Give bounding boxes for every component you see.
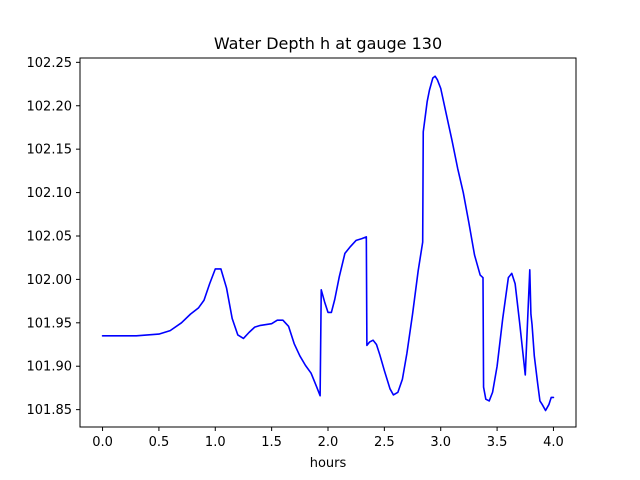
y-tick-label: 102.05 — [27, 229, 73, 244]
y-tick-label: 102.10 — [27, 186, 73, 201]
x-tick-label: 1.5 — [261, 435, 282, 450]
x-tick-label: 3.5 — [487, 435, 508, 450]
x-tick-label: 2.5 — [374, 435, 395, 450]
y-tick-label: 101.90 — [27, 360, 73, 375]
y-tick-label: 101.85 — [27, 403, 73, 418]
x-tick-label: 2.0 — [318, 435, 339, 450]
axes-frame — [79, 57, 577, 428]
x-tick-label: 0.5 — [149, 435, 170, 450]
x-tick-label: 0.0 — [92, 435, 113, 450]
y-tick-label: 101.95 — [27, 316, 73, 331]
x-axis-label: hours — [310, 456, 347, 471]
x-tick-label: 1.0 — [205, 435, 226, 450]
x-tick-label: 3.0 — [430, 435, 451, 450]
y-tick-label: 102.25 — [27, 56, 73, 71]
y-tick-label: 102.15 — [27, 143, 73, 158]
y-tick-label: 102.20 — [27, 99, 73, 114]
x-tick-label: 4.0 — [543, 435, 564, 450]
series-line-0 — [101, 75, 555, 412]
axes: 0.0 0.5 1.0 1.5 2.0 2.5 3.0 3.5 4.0 101.85 101.90 1… — [27, 56, 577, 450]
plot-area — [101, 75, 555, 412]
y-tick-label: 102.00 — [27, 273, 73, 288]
chart-title: Water Depth h at gauge 130 — [214, 34, 442, 53]
